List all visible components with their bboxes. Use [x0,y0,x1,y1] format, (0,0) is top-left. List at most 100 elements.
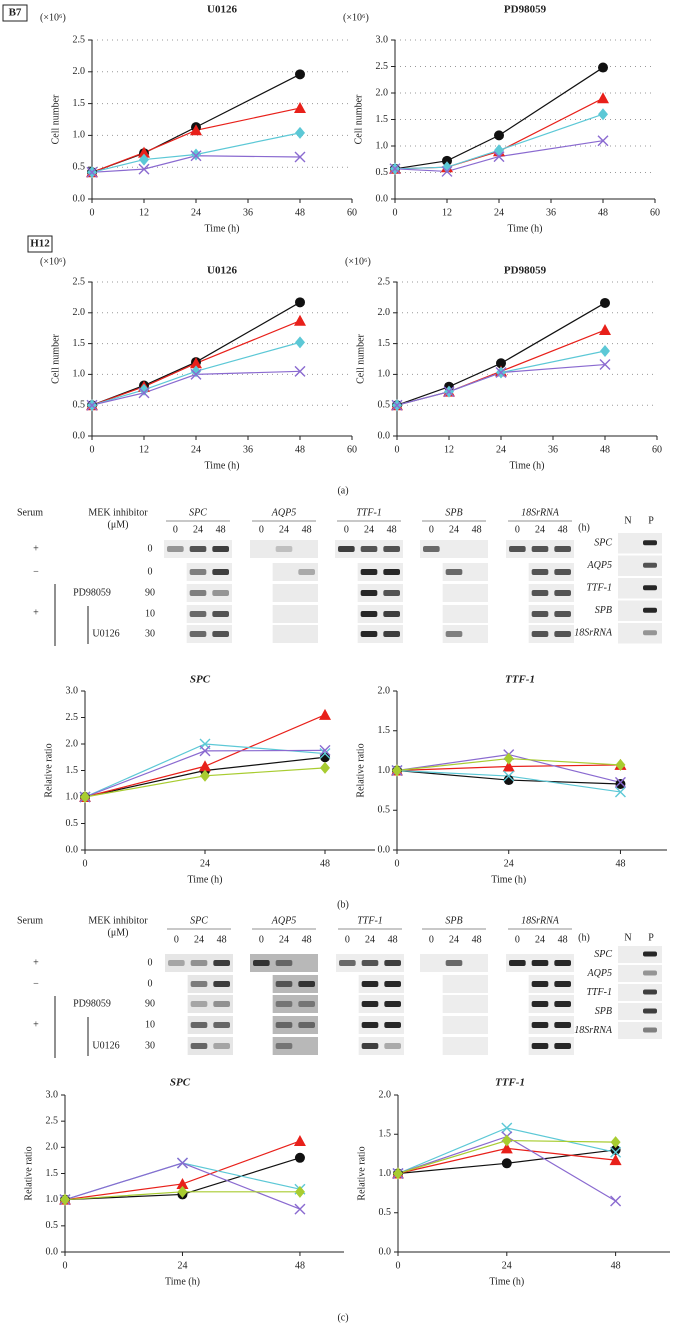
lane-label: 24 [193,524,203,535]
marker [441,165,453,177]
marker [495,367,507,379]
lane-label: 0 [344,524,349,535]
lane-label: 24 [535,524,545,535]
gel-band [531,1001,549,1007]
gel-background [528,1037,574,1055]
y-unit: (×10⁶) [40,12,66,23]
control-gene: AQP5 [587,968,612,979]
marker [496,358,506,369]
gel-band [445,631,463,637]
x-axis-label: Time (h) [165,1276,200,1287]
lane-unit: (h) [578,522,590,533]
gel-band [643,630,657,636]
gel-band [361,1043,379,1049]
gel-band [189,611,207,617]
lane-label: 0 [345,934,350,945]
gel-band [360,631,378,637]
marker [442,155,452,166]
gel-band [445,960,463,966]
x-tick-label: 0 [393,207,398,218]
gel-band [384,960,401,966]
y-tick-label: 2.0 [73,307,86,318]
x-tick-label: 48 [295,207,305,218]
marker [190,124,202,136]
marker [139,383,149,396]
marker [60,1193,70,1206]
x-tick-label: 48 [611,1260,621,1271]
panel-label: (b) [337,899,349,910]
lane-label: 24 [535,934,545,945]
gel-band [361,960,379,966]
y-tick-label: 0.5 [378,805,391,816]
gel-background [618,555,662,576]
x-tick-label: 60 [347,207,357,218]
gel-background [442,975,488,993]
y-tick-label: 2.0 [376,87,389,98]
y-tick-label: 3.0 [376,34,389,45]
serum-sign: + [33,957,39,968]
x-axis-label: Time (h) [205,223,240,234]
gel-background [187,995,233,1013]
gel-band [275,960,293,966]
x-tick-label: 24 [191,207,201,218]
marker [442,161,452,174]
gel-band [190,1001,208,1007]
lane-label: 24 [365,934,375,945]
x-tick-label: 24 [177,1260,187,1271]
serum-sign: − [33,978,39,989]
y-unit: (×10⁶) [40,256,66,267]
gel-band [554,1022,571,1028]
gel-background [528,995,574,1013]
gel-band [212,546,229,552]
gel-band [213,981,230,987]
unit-label: (μM) [108,519,129,530]
serum-sign: + [33,607,39,618]
marker [190,368,202,380]
lane-label: 48 [472,934,482,945]
inhibitor-name: PD98059 [73,587,111,598]
marker [295,297,305,308]
marker [597,92,609,104]
marker [501,1134,512,1147]
y-tick-label: 2.0 [378,307,391,318]
y-axis-label: Relative ratio [355,743,366,797]
gel-band [531,960,549,966]
gel-background [420,540,488,558]
marker [295,126,305,139]
x-tick-label: 0 [396,1260,401,1271]
marker [502,760,515,772]
lane-label: 24 [279,524,289,535]
gel-band [643,540,657,546]
lane-label: 48 [558,524,568,535]
gel-band [189,569,207,575]
x-tick-label: 48 [615,858,625,869]
lane-label: 0 [259,934,264,945]
gel-background [618,533,662,554]
marker [294,1203,306,1215]
gel-band [360,611,378,617]
gel-band [423,546,440,552]
y-tick-label: 1.5 [46,1168,59,1179]
gel-band [275,1001,293,1007]
marker [392,764,402,777]
gel-band [643,1027,657,1033]
series-line [91,155,301,173]
y-tick-label: 2.5 [378,276,391,287]
marker [320,752,330,763]
gel-band [213,960,230,966]
marker [176,1177,189,1189]
marker [493,151,505,163]
marker [295,336,305,349]
marker [294,1185,305,1198]
gel-band [361,981,379,987]
control-column: P [648,515,654,526]
gel-background [272,605,318,623]
marker [610,1146,622,1158]
y-tick-label: 2.0 [73,66,86,77]
serum-label: Serum [17,915,43,926]
gel-band [212,569,229,575]
y-tick-label: 0.5 [379,1207,392,1218]
gel-band [190,1022,208,1028]
y-unit: (×10⁶) [345,256,371,267]
gene-label: AQP5 [271,507,296,518]
